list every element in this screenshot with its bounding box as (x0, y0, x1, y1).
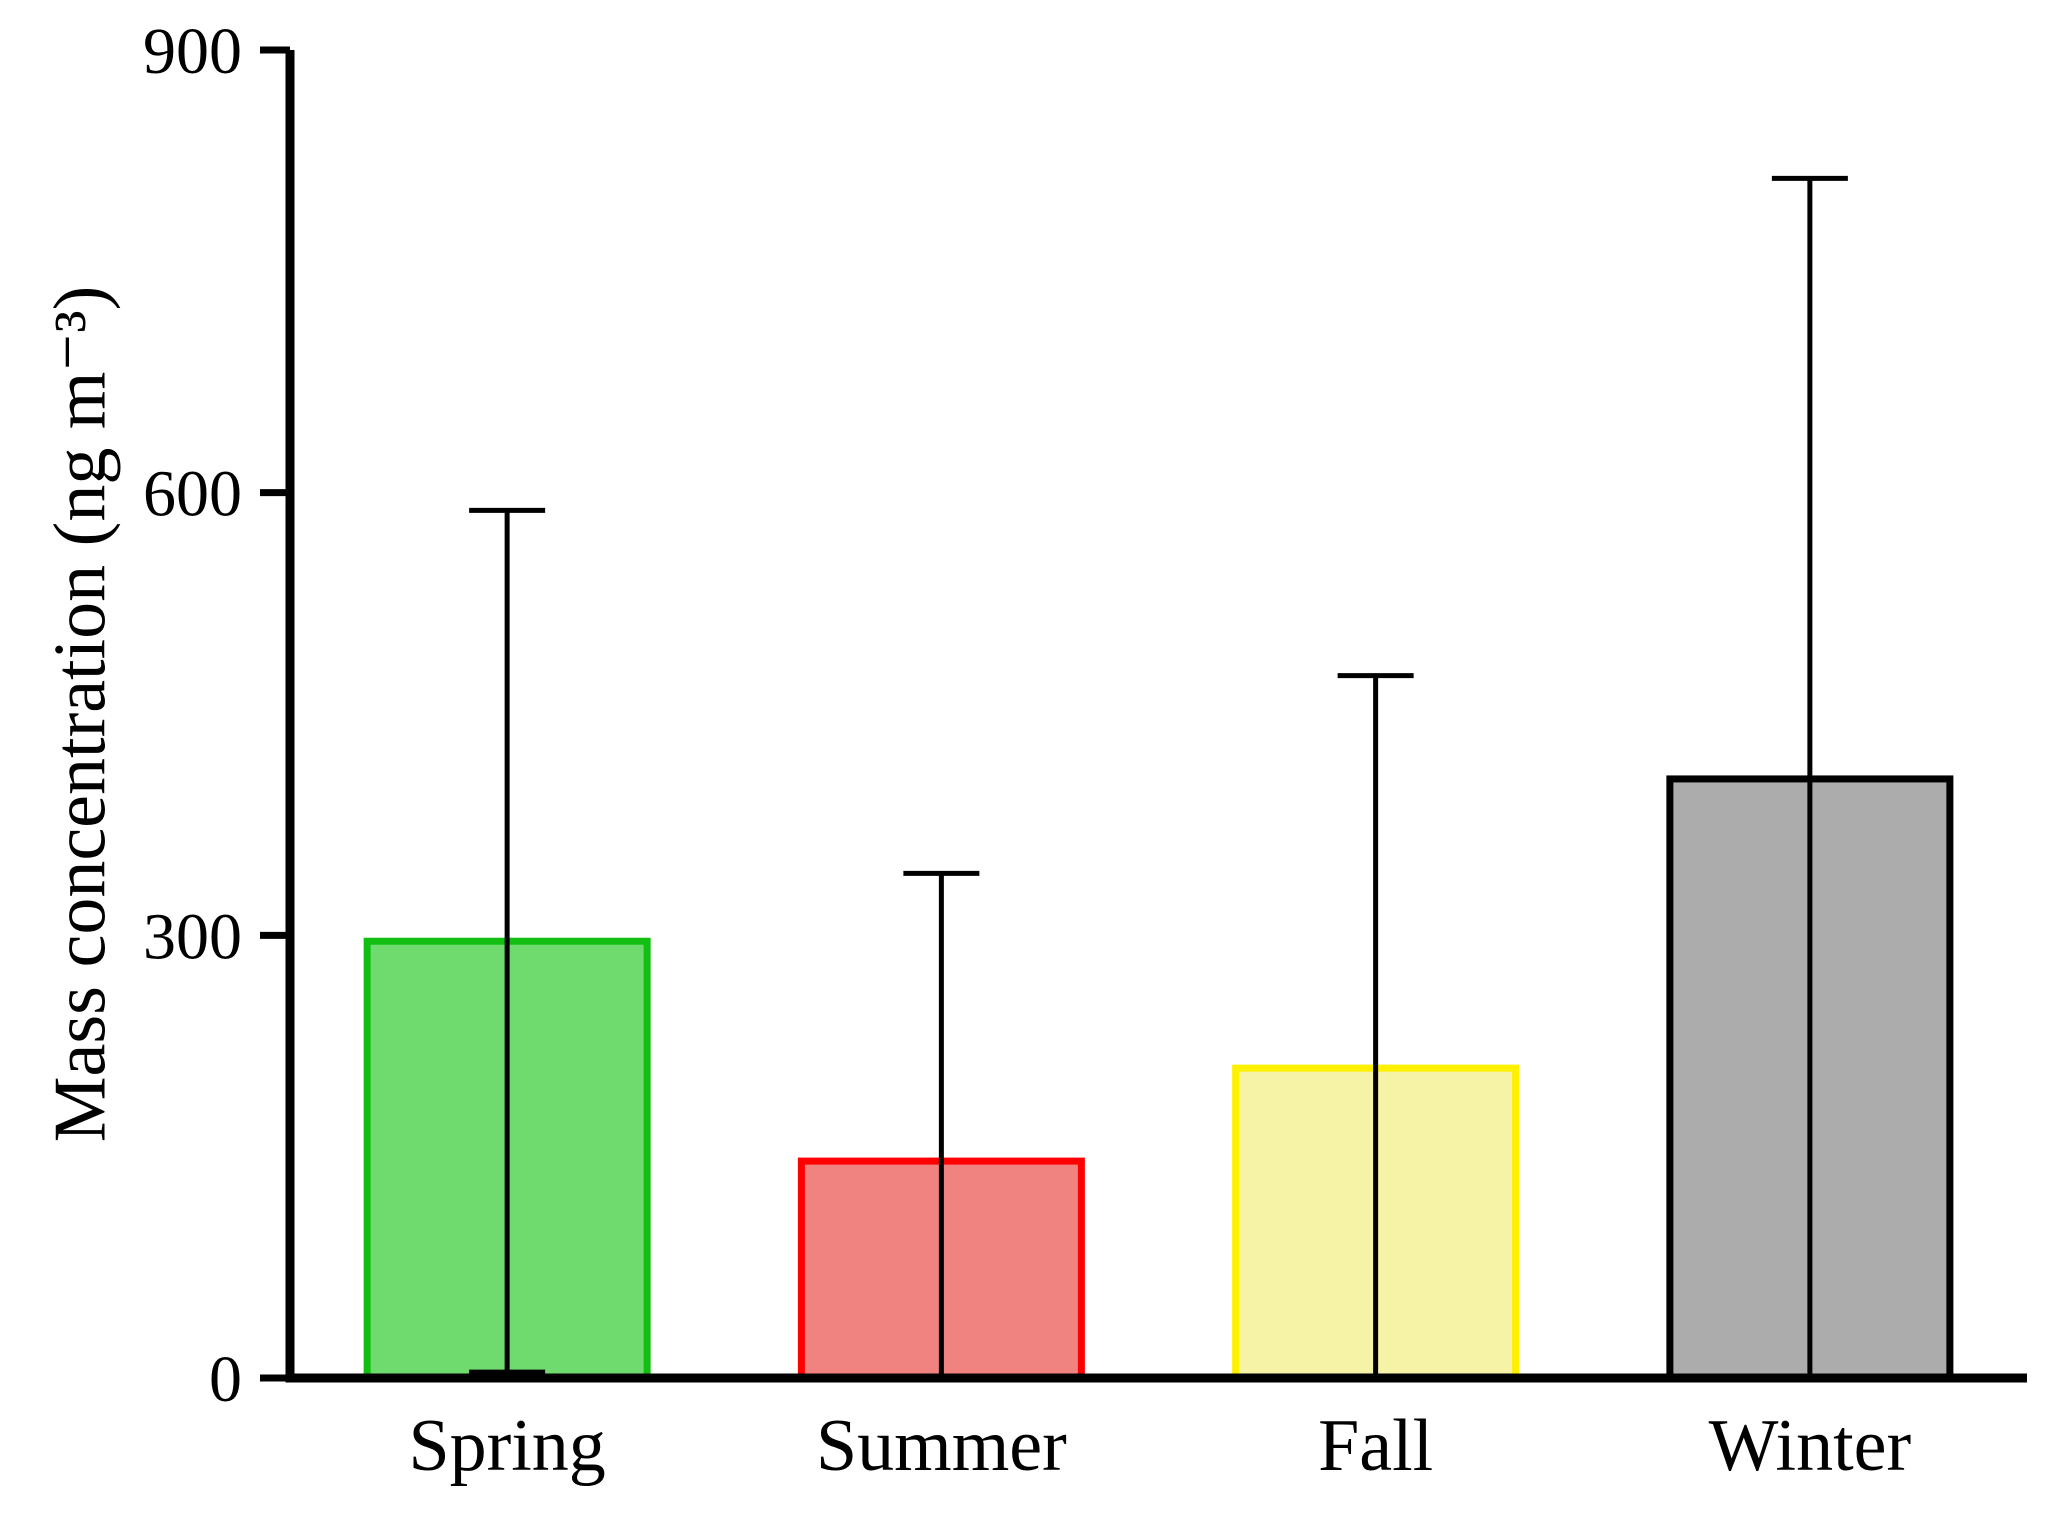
x-category-label-summer: Summer (816, 1405, 1067, 1487)
y-tick-label-0: 0 (209, 1343, 242, 1416)
y-tick-label-300: 300 (143, 900, 242, 973)
y-tick-label-600: 600 (143, 458, 242, 531)
y-axis-title: Mass concentration (ng m⁻³) (39, 285, 122, 1143)
x-category-label-spring: Spring (408, 1405, 605, 1487)
x-category-label-fall: Fall (1318, 1405, 1433, 1487)
x-category-label-winter: Winter (1709, 1405, 1912, 1487)
y-tick-label-900: 900 (143, 15, 242, 88)
